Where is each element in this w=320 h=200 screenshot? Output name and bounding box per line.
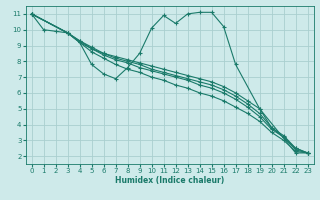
X-axis label: Humidex (Indice chaleur): Humidex (Indice chaleur) [115,176,224,185]
